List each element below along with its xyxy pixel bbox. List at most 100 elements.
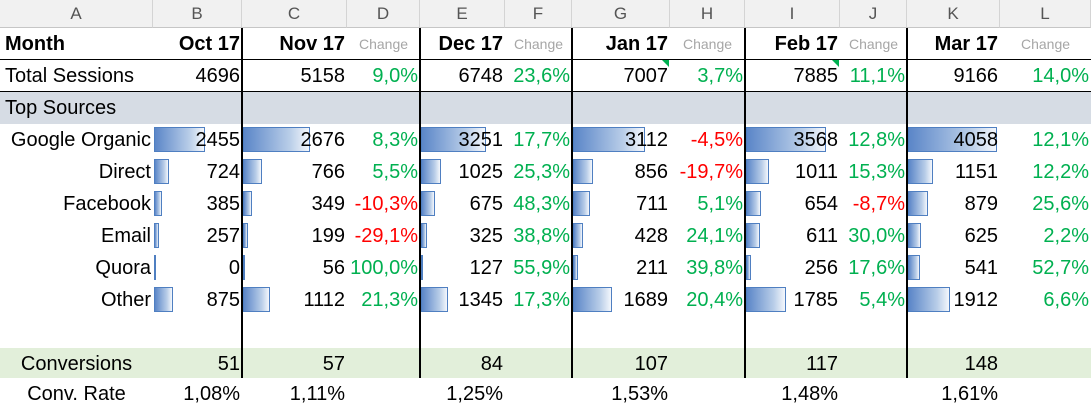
source-change[interactable]: 48,3% bbox=[513, 193, 570, 215]
total-sessions-value[interactable]: 4696 bbox=[195, 65, 241, 87]
source-change[interactable]: -4,5% bbox=[690, 129, 743, 151]
source-value[interactable]: 428 bbox=[634, 225, 668, 247]
total-sessions-change[interactable]: 23,6% bbox=[513, 65, 570, 87]
source-value[interactable]: 56 bbox=[322, 257, 345, 279]
source-value[interactable]: 1011 bbox=[794, 161, 838, 183]
source-change[interactable]: 30,0% bbox=[848, 225, 905, 247]
source-value[interactable]: 2676 bbox=[300, 129, 346, 151]
total-sessions-value[interactable]: 7885 bbox=[793, 65, 839, 87]
total-sessions-change[interactable]: 9,0% bbox=[372, 65, 418, 87]
source-change[interactable]: 55,9% bbox=[513, 257, 570, 279]
change-header-0[interactable]: Change bbox=[358, 36, 409, 52]
source-value[interactable]: 256 bbox=[804, 257, 838, 279]
change-header-1[interactable]: Change bbox=[513, 36, 564, 52]
source-change[interactable]: 15,3% bbox=[848, 161, 905, 183]
source-change[interactable]: 24,1% bbox=[686, 225, 743, 247]
source-change[interactable]: -29,1% bbox=[354, 225, 418, 247]
source-value[interactable]: 654 bbox=[804, 193, 838, 215]
source-change[interactable]: 5,1% bbox=[697, 193, 743, 215]
source-value[interactable]: 325 bbox=[469, 225, 503, 247]
source-value[interactable]: 875 bbox=[206, 289, 240, 311]
conv-rate-label[interactable]: Conv. Rate bbox=[27, 383, 126, 405]
conv-rate-value[interactable]: 1,61% bbox=[941, 383, 998, 405]
source-change[interactable]: 17,6% bbox=[848, 257, 905, 279]
source-value[interactable]: 541 bbox=[964, 257, 998, 279]
column-header-j[interactable]: J bbox=[840, 0, 907, 28]
month-header-0[interactable]: Oct 17 bbox=[178, 33, 240, 55]
source-value[interactable]: 3568 bbox=[793, 129, 839, 151]
conv-rate-value[interactable]: 1,25% bbox=[446, 383, 503, 405]
column-header-c[interactable]: C bbox=[242, 0, 347, 28]
column-header-l[interactable]: L bbox=[1000, 0, 1091, 28]
source-change[interactable]: 38,8% bbox=[513, 225, 570, 247]
source-value[interactable]: 199 bbox=[311, 225, 345, 247]
change-header-2[interactable]: Change bbox=[682, 36, 733, 52]
conv-rate-value[interactable]: 1,48% bbox=[781, 383, 838, 405]
month-header-2[interactable]: Dec 17 bbox=[438, 33, 504, 55]
conversions-value[interactable]: 107 bbox=[634, 353, 668, 375]
column-header-d[interactable]: D bbox=[347, 0, 420, 28]
source-change[interactable]: 12,2% bbox=[1032, 161, 1089, 183]
source-value[interactable]: 0 bbox=[228, 257, 240, 279]
source-value[interactable]: 675 bbox=[469, 193, 503, 215]
source-value[interactable]: 127 bbox=[469, 257, 503, 279]
source-change[interactable]: 25,3% bbox=[513, 161, 570, 183]
source-change[interactable]: 20,4% bbox=[686, 289, 743, 311]
total-sessions-value[interactable]: 6748 bbox=[458, 65, 504, 87]
month-header-5[interactable]: Mar 17 bbox=[934, 33, 998, 55]
total-sessions-value[interactable]: 9166 bbox=[953, 65, 999, 87]
source-change[interactable]: 25,6% bbox=[1032, 193, 1089, 215]
conv-rate-value[interactable]: 1,53% bbox=[611, 383, 668, 405]
source-change[interactable]: 5,4% bbox=[859, 289, 905, 311]
conversions-value[interactable]: 57 bbox=[322, 353, 345, 375]
column-header-e[interactable]: E bbox=[420, 0, 505, 28]
source-value[interactable]: 856 bbox=[634, 161, 668, 183]
conv-rate-value[interactable]: 1,08% bbox=[183, 383, 240, 405]
source-value[interactable]: 349 bbox=[311, 193, 345, 215]
conversions-value[interactable]: 51 bbox=[217, 353, 240, 375]
total-sessions-change[interactable]: 3,7% bbox=[697, 65, 743, 87]
column-header-i[interactable]: I bbox=[745, 0, 840, 28]
source-label-direct[interactable]: Direct bbox=[98, 161, 151, 183]
source-change[interactable]: 39,8% bbox=[686, 257, 743, 279]
source-value[interactable]: 625 bbox=[964, 225, 998, 247]
source-change[interactable]: 100,0% bbox=[350, 257, 418, 279]
conversions-value[interactable]: 117 bbox=[806, 353, 838, 375]
source-value[interactable]: 385 bbox=[206, 193, 240, 215]
conv-rate-value[interactable]: 1,11% bbox=[289, 383, 345, 405]
column-header-f[interactable]: F bbox=[505, 0, 572, 28]
month-header[interactable]: Month bbox=[5, 33, 65, 55]
source-value[interactable]: 2455 bbox=[195, 129, 241, 151]
source-value[interactable]: 1345 bbox=[458, 289, 504, 311]
change-header-3[interactable]: Change bbox=[848, 36, 899, 52]
source-change[interactable]: -19,7% bbox=[679, 161, 743, 183]
column-header-a[interactable]: A bbox=[0, 0, 153, 28]
total-sessions-value[interactable]: 7007 bbox=[623, 65, 669, 87]
source-value[interactable]: 1025 bbox=[458, 161, 504, 183]
source-label-quora[interactable]: Quora bbox=[95, 257, 151, 279]
source-change[interactable]: 6,6% bbox=[1043, 289, 1089, 311]
source-label-google-organic[interactable]: Google Organic bbox=[10, 129, 151, 151]
source-value[interactable]: 611 bbox=[806, 225, 838, 247]
source-change[interactable]: 2,2% bbox=[1043, 225, 1089, 247]
month-header-1[interactable]: Nov 17 bbox=[279, 33, 345, 55]
source-value[interactable]: 724 bbox=[206, 161, 240, 183]
source-value[interactable]: 879 bbox=[964, 193, 998, 215]
source-label-facebook[interactable]: Facebook bbox=[63, 193, 151, 215]
source-change[interactable]: 12,1% bbox=[1032, 129, 1089, 151]
source-value[interactable]: 766 bbox=[311, 161, 345, 183]
conversions-label[interactable]: Conversions bbox=[20, 353, 133, 375]
source-change[interactable]: 17,3% bbox=[513, 289, 570, 311]
total-sessions-change[interactable]: 14,0% bbox=[1032, 65, 1089, 87]
source-change[interactable]: 52,7% bbox=[1032, 257, 1089, 279]
source-value[interactable]: 3112 bbox=[624, 129, 668, 151]
column-header-b[interactable]: B bbox=[153, 0, 242, 28]
source-change[interactable]: -10,3% bbox=[354, 193, 418, 215]
source-value[interactable]: 1112 bbox=[303, 289, 345, 311]
source-value[interactable]: 3251 bbox=[458, 129, 504, 151]
source-value[interactable]: 1785 bbox=[793, 289, 839, 311]
total-sessions-label[interactable]: Total Sessions bbox=[5, 65, 134, 87]
source-label-email[interactable]: Email bbox=[100, 225, 151, 247]
column-header-k[interactable]: K bbox=[907, 0, 1000, 28]
source-value[interactable]: 211 bbox=[636, 257, 668, 279]
